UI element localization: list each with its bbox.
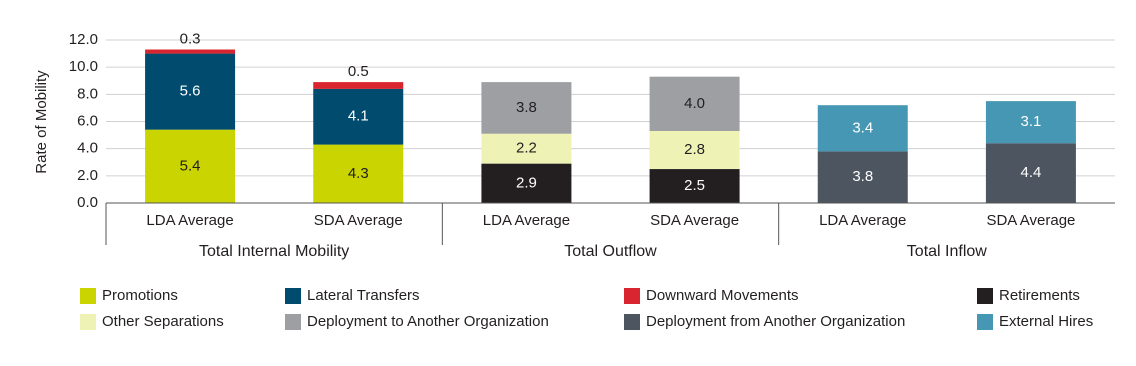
- value-label: 5.4: [180, 157, 201, 174]
- y-tick-label: 10.0: [69, 58, 98, 75]
- legend-label: Other Separations: [102, 313, 224, 330]
- legend-label: Lateral Transfers: [307, 287, 420, 304]
- value-label: 4.3: [348, 165, 369, 182]
- y-tick-label: 0.0: [77, 194, 98, 211]
- value-label: 3.4: [852, 119, 873, 136]
- legend-label: Downward Movements: [646, 287, 799, 304]
- bar-segment: [481, 133, 572, 164]
- value-label: 0.3: [180, 30, 201, 47]
- value-label: 4.4: [1020, 164, 1041, 181]
- legend-label: Promotions: [102, 287, 178, 304]
- bar-segment: [145, 129, 236, 203]
- bar-segment: [817, 151, 908, 203]
- x-tick-label: LDA Average: [483, 212, 570, 229]
- legend-swatch: [977, 314, 993, 330]
- value-label: 0.5: [348, 63, 369, 80]
- bar-segment: [985, 143, 1076, 203]
- bar-segment: [481, 163, 572, 203]
- value-label: 4.0: [684, 95, 705, 112]
- x-tick-label: SDA Average: [986, 212, 1075, 229]
- bar-segment: [145, 53, 236, 130]
- group-label: Total Inflow: [907, 243, 987, 260]
- legend-label: Deployment to Another Organization: [307, 313, 549, 330]
- x-tick-label: LDA Average: [819, 212, 906, 229]
- value-label: 5.6: [180, 83, 201, 100]
- group-label: Total Outflow: [564, 243, 657, 260]
- bar-segment: [481, 82, 572, 134]
- value-label: 3.1: [1020, 113, 1041, 130]
- bar-segment: [649, 131, 740, 170]
- value-label: 4.1: [348, 108, 369, 125]
- value-label: 2.5: [684, 177, 705, 194]
- y-axis-label: Rate of Mobility: [33, 70, 50, 174]
- y-tick-label: 2.0: [77, 167, 98, 184]
- legend-swatch: [977, 288, 993, 304]
- bar-segment: [313, 88, 404, 145]
- legend-swatch: [285, 314, 301, 330]
- y-tick-label: 12.0: [69, 31, 98, 48]
- legend-label: External Hires: [999, 313, 1093, 330]
- value-label: 3.8: [516, 99, 537, 116]
- value-label: 2.2: [516, 140, 537, 157]
- bar-segment: [817, 105, 908, 152]
- y-tick-label: 6.0: [77, 112, 98, 129]
- bar-segment: [145, 49, 236, 54]
- value-label: 2.8: [684, 141, 705, 158]
- value-label: 2.9: [516, 174, 537, 191]
- y-tick-label: 4.0: [77, 140, 98, 157]
- bar-segment: [649, 76, 740, 132]
- bar-segment: [649, 169, 740, 203]
- legend-swatch: [624, 288, 640, 304]
- bar-segment: [313, 82, 404, 89]
- x-tick-label: SDA Average: [314, 212, 403, 229]
- legend-label: Deployment from Another Organization: [646, 313, 905, 330]
- bar-segment: [313, 144, 404, 203]
- y-tick-label: 8.0: [77, 85, 98, 102]
- legend-swatch: [624, 314, 640, 330]
- legend-label: Retirements: [999, 287, 1080, 304]
- x-tick-label: SDA Average: [650, 212, 739, 229]
- legend-swatch: [285, 288, 301, 304]
- value-label: 3.8: [852, 168, 873, 185]
- bar-segment: [985, 101, 1076, 144]
- legend-swatch: [80, 314, 96, 330]
- legend-swatch: [80, 288, 96, 304]
- group-label: Total Internal Mobility: [199, 243, 349, 260]
- x-tick-label: LDA Average: [146, 212, 233, 229]
